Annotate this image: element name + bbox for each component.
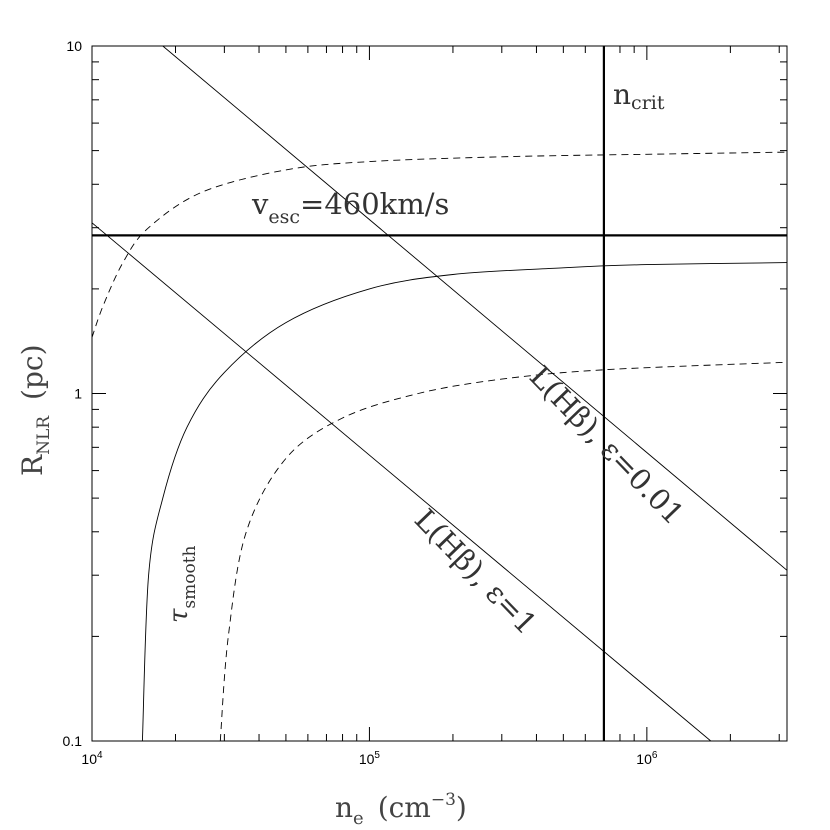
annotation-vesc: vesc=460km/s	[251, 187, 449, 228]
series-line-6	[92, 151, 787, 338]
x-axis-symbol: n	[335, 791, 353, 824]
y-axis-unit: (pc)	[16, 344, 49, 399]
annotation-ncrit-sub: crit	[631, 92, 665, 114]
annotation-ncrit-base: n	[613, 78, 631, 111]
tick-labels: 104 105 106 0.1 1 10	[63, 38, 658, 767]
annotation-tau-sub: smooth	[180, 545, 200, 608]
x-axis-title: ne (cm−3)	[335, 790, 467, 829]
annotation-tau-smooth: τsmooth	[164, 545, 200, 623]
x-axis-unit-close: )	[456, 791, 467, 824]
series-line-7	[219, 361, 787, 741]
x-tick-label: 106	[636, 750, 658, 767]
annotation-vesc-sub: esc	[268, 206, 300, 228]
x-axis-unit-exponent: −3	[431, 790, 456, 810]
annotation-vesc-base: v	[251, 187, 269, 221]
y-axis-title: RNLR (pc)	[16, 344, 54, 476]
y-tick-label: 10	[66, 38, 82, 54]
series-line-5	[141, 262, 787, 741]
y-axis-symbol: R	[16, 454, 49, 476]
axis-ticks	[91, 45, 787, 742]
x-tick-label: 105	[359, 750, 381, 767]
series-group	[92, 46, 787, 741]
y-tick-label: 1	[74, 386, 82, 402]
annotation-tau-base: τ	[164, 608, 194, 623]
x-axis-unit-open: (cm	[378, 791, 431, 824]
y-tick-label: 0.1	[63, 733, 83, 749]
x-tick-label: 104	[81, 750, 103, 767]
series-line-3	[162, 46, 787, 571]
series-line-4	[92, 222, 712, 741]
y-axis-subscript: NLR	[34, 415, 54, 455]
annotation-ncrit: ncrit	[613, 78, 665, 114]
annotation-lhb-eps001: L(Hβ), ε=0.01	[523, 359, 691, 531]
x-axis-subscript: e	[353, 808, 364, 829]
annotation-lhb-eps1: L(Hβ), ε=1	[408, 502, 544, 641]
annotation-vesc-rest: =460km/s	[300, 187, 449, 221]
plot-frame	[91, 45, 788, 742]
